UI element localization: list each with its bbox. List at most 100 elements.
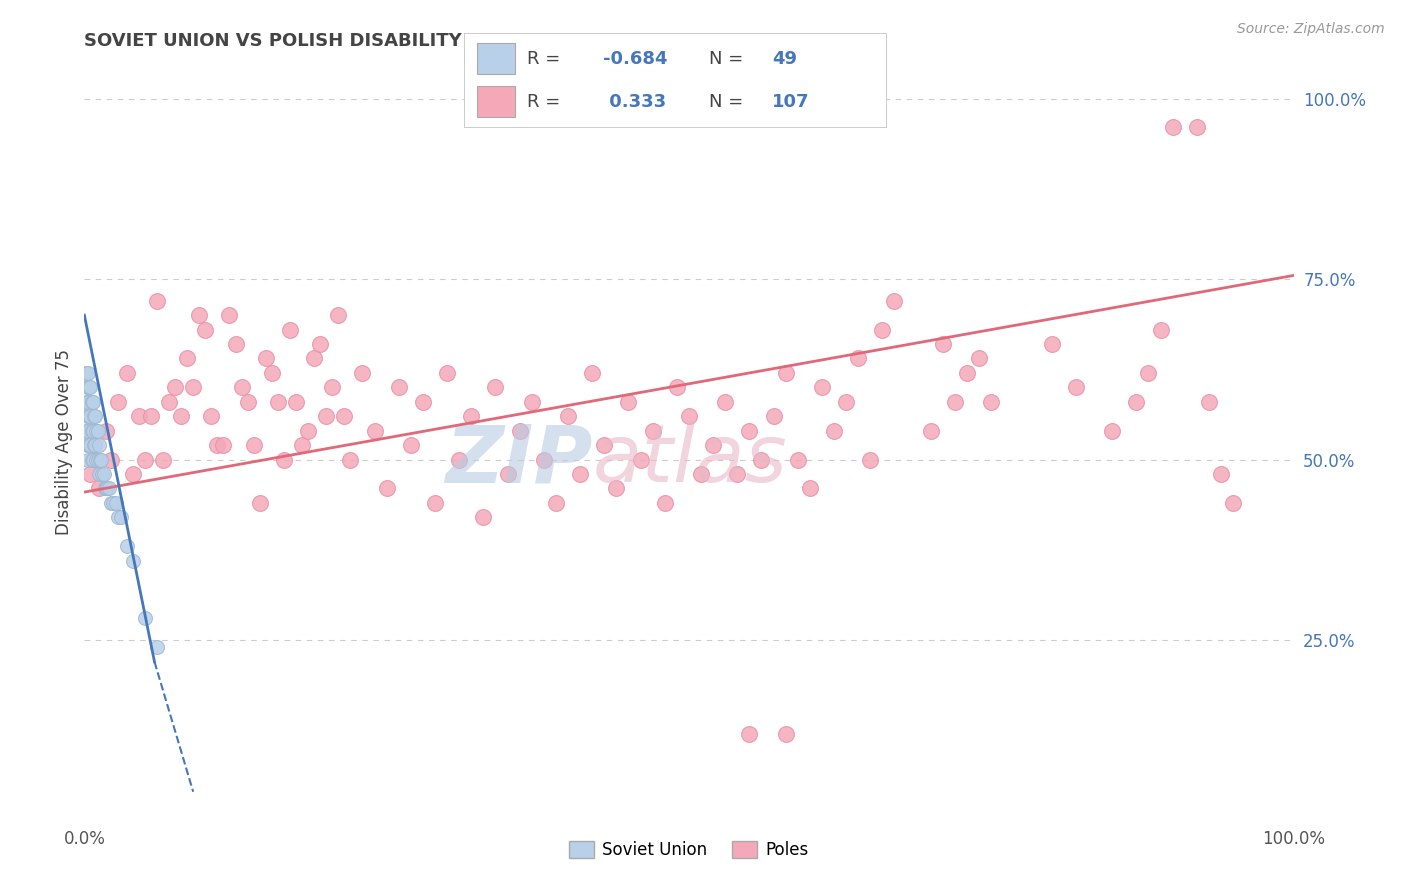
Point [77, 409, 100, 424]
Point [157, 394, 180, 409]
Point [82, 452, 104, 467]
Point [236, 394, 259, 409]
Point [775, 366, 797, 380]
Point [630, 452, 652, 467]
Point [352, 366, 374, 380]
Point [738, 424, 761, 438]
Point [569, 467, 592, 481]
Point [751, 452, 773, 467]
Point [321, 380, 343, 394]
Point [170, 409, 193, 424]
Point [1222, 496, 1244, 510]
Point [273, 452, 295, 467]
Point [920, 424, 942, 438]
Y-axis label: Disability Age Over 75: Disability Age Over 75 [55, 349, 73, 534]
Point [775, 727, 797, 741]
Point [496, 467, 519, 481]
Point [883, 293, 905, 308]
Point [835, 394, 858, 409]
Point [460, 409, 482, 424]
Point [176, 351, 198, 366]
Point [146, 293, 169, 308]
Point [100, 496, 122, 510]
Point [605, 482, 627, 496]
FancyBboxPatch shape [477, 44, 515, 74]
Point [77, 394, 100, 409]
Point [75, 366, 97, 380]
Point [89, 452, 111, 467]
Point [100, 452, 122, 467]
Point [654, 496, 676, 510]
Text: -0.684: -0.684 [603, 50, 668, 68]
Point [284, 394, 308, 409]
Point [107, 394, 129, 409]
Point [79, 438, 101, 452]
Point [738, 727, 761, 741]
Point [146, 640, 169, 655]
Point [1209, 467, 1232, 481]
Point [115, 366, 138, 380]
Point [449, 452, 471, 467]
Point [690, 467, 713, 481]
Point [581, 366, 603, 380]
Text: ZIP: ZIP [444, 422, 592, 500]
Point [1149, 323, 1171, 337]
Point [152, 452, 174, 467]
Point [557, 409, 579, 424]
Point [218, 308, 240, 322]
Point [872, 323, 894, 337]
Point [932, 337, 955, 351]
Point [678, 409, 700, 424]
Point [82, 394, 104, 409]
Point [520, 394, 543, 409]
Point [423, 496, 446, 510]
Point [84, 438, 107, 452]
Point [84, 409, 107, 424]
Point [436, 366, 458, 380]
Point [121, 554, 143, 568]
Point [75, 424, 97, 438]
Text: Source: ZipAtlas.com: Source: ZipAtlas.com [1237, 22, 1385, 37]
Text: 49: 49 [772, 50, 797, 68]
Point [97, 482, 120, 496]
Point [786, 452, 808, 467]
Point [315, 409, 337, 424]
Point [207, 438, 229, 452]
Point [188, 308, 211, 322]
Point [83, 409, 105, 424]
Point [76, 380, 98, 394]
Point [194, 323, 217, 337]
Point [714, 394, 737, 409]
Point [363, 424, 385, 438]
Point [83, 438, 105, 452]
Point [82, 424, 104, 438]
Point [484, 380, 506, 394]
Text: R =: R = [527, 50, 561, 68]
Point [121, 467, 143, 481]
Point [302, 351, 325, 366]
Point [86, 452, 108, 467]
Point [811, 380, 834, 394]
Point [79, 380, 101, 394]
Point [212, 438, 235, 452]
Point [94, 482, 117, 496]
Point [278, 323, 301, 337]
Point [231, 380, 253, 394]
Point [472, 510, 495, 524]
Point [980, 394, 1002, 409]
Point [533, 452, 555, 467]
Point [115, 539, 138, 553]
Point [75, 394, 97, 409]
Point [291, 438, 314, 452]
Point [94, 482, 117, 496]
Legend: Soviet Union, Poles: Soviet Union, Poles [562, 834, 815, 865]
Point [725, 467, 748, 481]
Point [103, 496, 125, 510]
Point [333, 409, 356, 424]
Point [90, 452, 112, 467]
Point [76, 438, 98, 452]
Point [388, 380, 411, 394]
Point [846, 351, 869, 366]
Point [80, 394, 103, 409]
Point [328, 308, 350, 322]
